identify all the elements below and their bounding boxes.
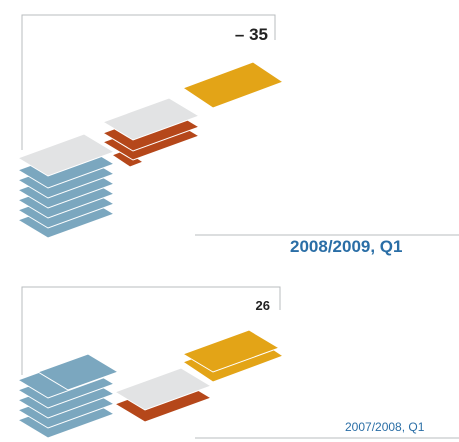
value-label: – 35	[235, 25, 268, 44]
value-label: 26	[256, 298, 270, 313]
sheet-stack	[17, 133, 115, 239]
sheet-stack	[114, 367, 212, 423]
sheet-stack	[182, 329, 284, 383]
sheet-stack	[17, 353, 120, 439]
period-label: 2007/2008, Q1	[345, 420, 425, 434]
sheet	[182, 61, 284, 109]
period-label: 2008/2009, Q1	[290, 237, 402, 256]
frame	[21, 286, 459, 439]
sheet-stack	[102, 97, 200, 168]
frame	[21, 14, 459, 236]
